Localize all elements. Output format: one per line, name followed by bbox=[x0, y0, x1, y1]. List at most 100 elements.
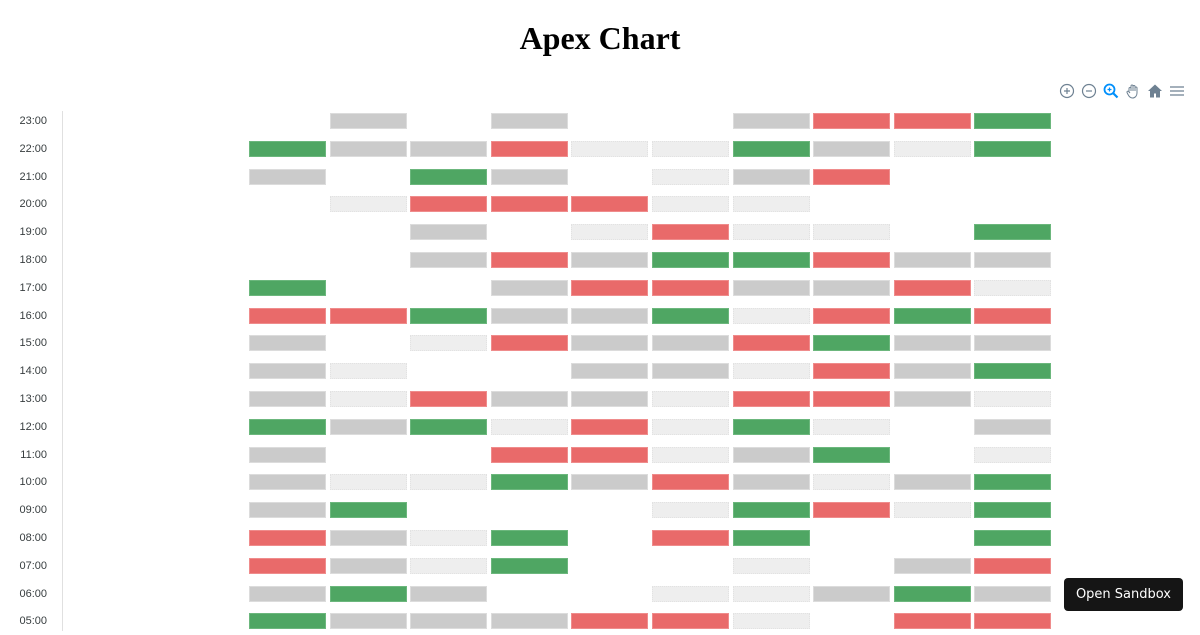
heatmap-cell[interactable] bbox=[329, 585, 407, 602]
heatmap-cell[interactable] bbox=[249, 279, 326, 296]
heatmap-cell[interactable] bbox=[893, 335, 971, 352]
heatmap-cell[interactable] bbox=[974, 446, 1052, 463]
heatmap-cell[interactable] bbox=[732, 113, 810, 129]
heatmap-cell[interactable] bbox=[490, 113, 568, 129]
heatmap-cell[interactable] bbox=[410, 418, 488, 435]
heatmap-cell[interactable] bbox=[893, 279, 971, 296]
heatmap-cell[interactable] bbox=[410, 140, 488, 157]
heatmap-cell[interactable] bbox=[974, 502, 1052, 519]
heatmap-cell[interactable] bbox=[652, 224, 729, 241]
zoom-out-icon[interactable] bbox=[1080, 82, 1098, 100]
heatmap-cell[interactable] bbox=[893, 252, 971, 268]
heatmap-cell[interactable] bbox=[974, 113, 1052, 129]
heatmap-cell[interactable] bbox=[813, 252, 891, 268]
heatmap-cell[interactable] bbox=[571, 279, 649, 296]
heatmap-cell[interactable] bbox=[732, 391, 810, 407]
pan-icon[interactable] bbox=[1124, 82, 1142, 100]
heatmap-cell[interactable] bbox=[974, 140, 1052, 157]
heatmap-cell[interactable] bbox=[490, 557, 568, 574]
heatmap-cell[interactable] bbox=[732, 279, 810, 296]
heatmap-cell[interactable] bbox=[974, 252, 1052, 268]
heatmap-cell[interactable] bbox=[732, 168, 810, 185]
heatmap-cell[interactable] bbox=[410, 307, 488, 324]
heatmap-cell[interactable] bbox=[813, 113, 891, 129]
home-reset-icon[interactable] bbox=[1146, 82, 1164, 100]
heatmap-cell[interactable] bbox=[410, 224, 488, 241]
heatmap-cell[interactable] bbox=[652, 502, 729, 519]
heatmap-cell[interactable] bbox=[571, 418, 649, 435]
heatmap-cell[interactable] bbox=[813, 474, 891, 491]
heatmap-cell[interactable] bbox=[490, 335, 568, 352]
heatmap-cell[interactable] bbox=[813, 363, 891, 380]
heatmap-cell[interactable] bbox=[893, 474, 971, 491]
heatmap-cell[interactable] bbox=[249, 474, 326, 491]
heatmap-cell[interactable] bbox=[490, 196, 568, 213]
heatmap-cell[interactable] bbox=[652, 474, 729, 491]
heatmap-cell[interactable] bbox=[974, 418, 1052, 435]
zoom-in-icon[interactable] bbox=[1058, 82, 1076, 100]
heatmap-cell[interactable] bbox=[249, 335, 326, 352]
heatmap-cell[interactable] bbox=[652, 418, 729, 435]
heatmap-cell[interactable] bbox=[813, 418, 891, 435]
heatmap-cell[interactable] bbox=[732, 585, 810, 602]
heatmap-cell[interactable] bbox=[329, 363, 407, 380]
heatmap-cell[interactable] bbox=[410, 585, 488, 602]
heatmap-cell[interactable] bbox=[974, 474, 1052, 491]
heatmap-cell[interactable] bbox=[249, 140, 326, 157]
heatmap-cell[interactable] bbox=[652, 335, 729, 352]
heatmap-cell[interactable] bbox=[329, 113, 407, 129]
heatmap-cell[interactable] bbox=[490, 530, 568, 546]
heatmap-cell[interactable] bbox=[893, 391, 971, 407]
heatmap-cell[interactable] bbox=[652, 530, 729, 546]
heatmap-cell[interactable] bbox=[249, 585, 326, 602]
heatmap-cell[interactable] bbox=[974, 530, 1052, 546]
heatmap-cell[interactable] bbox=[249, 530, 326, 546]
heatmap-cell[interactable] bbox=[410, 530, 488, 546]
heatmap-cell[interactable] bbox=[652, 196, 729, 213]
heatmap-cell[interactable] bbox=[974, 279, 1052, 296]
heatmap-cell[interactable] bbox=[249, 446, 326, 463]
heatmap-cell[interactable] bbox=[329, 474, 407, 491]
heatmap-cell[interactable] bbox=[732, 196, 810, 213]
heatmap-cell[interactable] bbox=[652, 613, 729, 630]
heatmap-cell[interactable] bbox=[732, 224, 810, 241]
heatmap-cell[interactable] bbox=[893, 585, 971, 602]
heatmap-cell[interactable] bbox=[410, 474, 488, 491]
heatmap-cell[interactable] bbox=[813, 224, 891, 241]
heatmap-cell[interactable] bbox=[974, 335, 1052, 352]
heatmap-cell[interactable] bbox=[652, 363, 729, 380]
heatmap-cell[interactable] bbox=[813, 391, 891, 407]
heatmap-cell[interactable] bbox=[893, 113, 971, 129]
heatmap-cell[interactable] bbox=[893, 307, 971, 324]
selection-zoom-icon[interactable] bbox=[1102, 82, 1120, 100]
heatmap-cell[interactable] bbox=[329, 307, 407, 324]
heatmap-cell[interactable] bbox=[732, 474, 810, 491]
heatmap-cell[interactable] bbox=[410, 557, 488, 574]
heatmap-cell[interactable] bbox=[652, 252, 729, 268]
heatmap-cell[interactable] bbox=[652, 585, 729, 602]
heatmap-cell[interactable] bbox=[490, 391, 568, 407]
heatmap-cell[interactable] bbox=[490, 474, 568, 491]
heatmap-cell[interactable] bbox=[974, 391, 1052, 407]
heatmap-cell[interactable] bbox=[249, 391, 326, 407]
heatmap-cell[interactable] bbox=[249, 168, 326, 185]
heatmap-cell[interactable] bbox=[249, 502, 326, 519]
heatmap-cell[interactable] bbox=[571, 224, 649, 241]
heatmap-cell[interactable] bbox=[652, 446, 729, 463]
heatmap-cell[interactable] bbox=[732, 335, 810, 352]
heatmap-cell[interactable] bbox=[410, 391, 488, 407]
heatmap-cell[interactable] bbox=[893, 363, 971, 380]
heatmap-cell[interactable] bbox=[249, 557, 326, 574]
heatmap-cell[interactable] bbox=[571, 363, 649, 380]
heatmap-cell[interactable] bbox=[732, 446, 810, 463]
menu-icon[interactable] bbox=[1168, 82, 1186, 100]
heatmap-cell[interactable] bbox=[974, 363, 1052, 380]
heatmap-cell[interactable] bbox=[490, 418, 568, 435]
heatmap-cell[interactable] bbox=[571, 335, 649, 352]
heatmap-cell[interactable] bbox=[249, 418, 326, 435]
heatmap-cell[interactable] bbox=[571, 252, 649, 268]
heatmap-cell[interactable] bbox=[974, 557, 1052, 574]
heatmap-cell[interactable] bbox=[732, 307, 810, 324]
heatmap-cell[interactable] bbox=[249, 363, 326, 380]
heatmap-cell[interactable] bbox=[813, 140, 891, 157]
